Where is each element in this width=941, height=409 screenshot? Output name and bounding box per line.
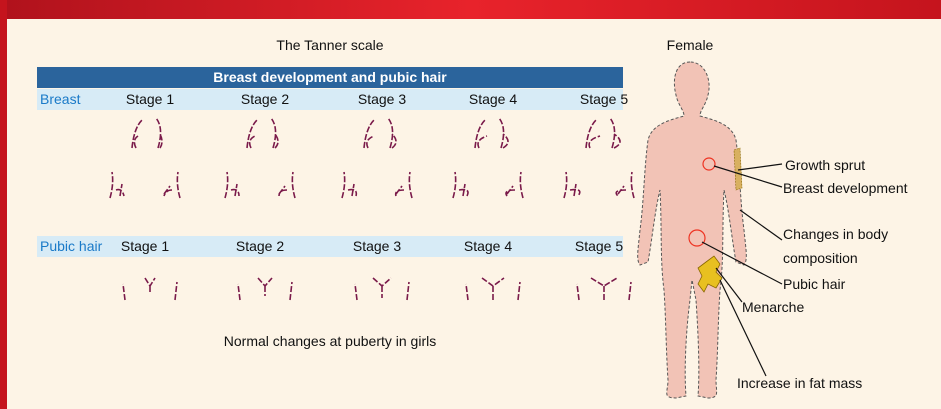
stage-label: Stage 1 [125,91,175,107]
sketch [615,171,635,199]
sketch [474,119,488,149]
stage-label: Stage 2 [240,91,290,107]
sketch [563,171,581,199]
left-band [0,0,7,409]
sketch [224,171,240,199]
sketch [131,119,143,149]
stage-label: Stage 4 [468,91,518,107]
stage-label: Stage 5 [574,238,624,254]
sketch [585,119,601,149]
table-header-bar [37,67,623,88]
breast-row-bar [37,89,623,110]
figure-title: Female [666,37,714,53]
sketch [109,171,125,199]
sketch [341,171,358,199]
sketch [246,119,258,149]
sketch [363,119,375,149]
figure-label: Breast development [783,180,908,196]
sketch [122,281,178,301]
sketch [452,171,469,199]
sketch [237,281,293,301]
caption: Normal changes at puberty in girls [223,333,437,349]
figure-label: Menarche [742,299,805,315]
sketch [257,277,273,296]
sketch [144,277,156,294]
figure-label: Changes in body composition [783,226,889,266]
sketch [576,281,632,301]
sketch [394,171,413,199]
figure-label: Pubic hair [783,276,846,292]
sketch [387,117,397,149]
sketch [354,281,410,301]
sketch [278,171,296,199]
stage-label: Stage 3 [357,91,407,107]
stage-label: Stage 3 [352,238,402,254]
stage-label: Stage 1 [120,238,170,254]
figure-label: Growth sprut [785,157,866,173]
stage-sketches [109,117,635,302]
figure-label: Increase in fat mass [737,375,863,391]
stage-label: Stage 2 [235,238,285,254]
stage-label: Stage 5 [579,91,629,107]
sketch [505,171,524,199]
sketch [372,277,392,298]
table-header: Breast development and pubic hair [213,69,447,85]
sketch [270,117,279,149]
leader-lines [701,163,783,377]
sketch [609,117,621,149]
sketch [155,117,163,149]
sketch [481,277,505,300]
top-band [0,0,941,19]
sketch [498,117,509,149]
row-label: Breast [40,91,81,107]
pubic-row-bar [37,236,623,257]
sketch [590,277,618,302]
sketch [163,171,181,199]
row-label: Pubic hair [40,238,103,254]
body-figure [637,61,747,399]
diagram-title: The Tanner scale [276,37,384,53]
sketch [465,281,521,301]
stage-label: Stage 4 [463,238,513,254]
